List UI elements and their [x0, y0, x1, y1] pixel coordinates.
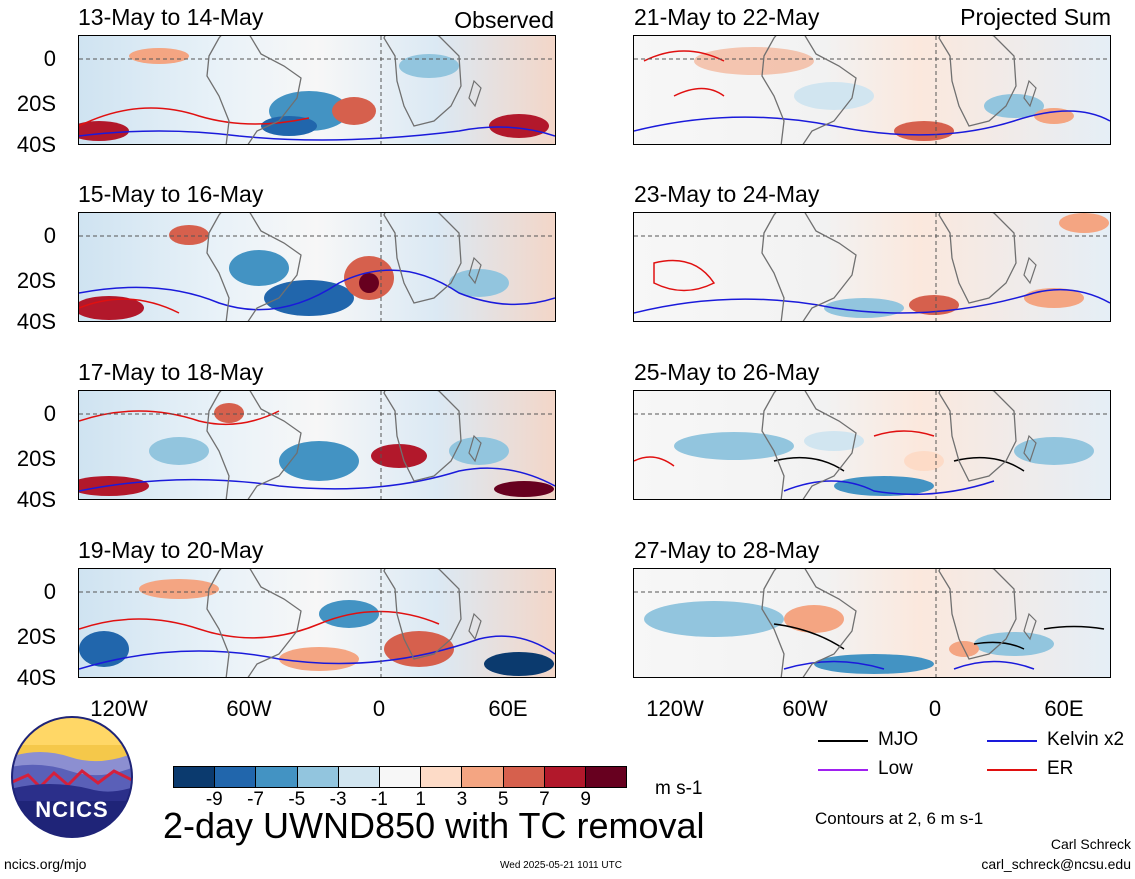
colorbar-swatch — [297, 767, 339, 787]
observed-map-4-field — [79, 569, 555, 677]
projected-map-2 — [633, 212, 1111, 322]
colorbar-swatch — [338, 767, 380, 787]
x-tick-120w: 120W — [90, 696, 148, 721]
footer-timestamp: Wed 2025-05-21 1011 UTC — [500, 860, 622, 871]
y-tick-0: 0 — [43, 223, 56, 248]
footer-author: Carl Schreck — [1050, 836, 1131, 852]
colorbar-label: 3 — [456, 789, 468, 810]
colorbar-swatch — [421, 767, 463, 787]
panel-title-3: 17-May to 18-May — [78, 359, 264, 385]
projected-map-4 — [633, 568, 1111, 678]
projected-map-1-field — [634, 36, 1110, 144]
y-tick-0: 0 — [43, 46, 56, 71]
y-tick-20s: 20S — [16, 268, 56, 293]
colorbar-label: -7 — [247, 789, 264, 810]
observed-map-3-field — [79, 391, 555, 499]
colorbar-swatch — [379, 767, 422, 787]
x-tick-60e: 60E — [488, 696, 528, 721]
observed-label: Observed — [454, 7, 554, 33]
colorbar-swatch — [544, 767, 586, 787]
projected-map-3-field — [634, 391, 1110, 499]
legend-kelvin-line — [987, 740, 1037, 742]
colorbar-label: -1 — [370, 789, 388, 810]
panel-title-1: 13-May to 14-May — [78, 4, 264, 30]
colorbar-label: 7 — [539, 789, 550, 810]
observed-map-2 — [78, 212, 556, 322]
projected-map-4-field — [634, 569, 1110, 677]
x-tick-120w: 120W — [646, 696, 704, 721]
colorbar-label: 5 — [497, 789, 509, 810]
y-tick-20s: 20S — [16, 446, 56, 471]
legend-er-line — [987, 769, 1037, 771]
y-tick-40s: 40S — [16, 487, 56, 512]
colorbar-label: 1 — [415, 789, 426, 810]
panel-title-4: 19-May to 20-May — [78, 537, 264, 563]
colorbar-label: -3 — [329, 789, 347, 810]
footer-url[interactable]: ncics.org/mjo — [4, 856, 87, 872]
panel-title-6: 23-May to 24-May — [634, 181, 820, 207]
observed-map-3 — [78, 390, 556, 500]
panel-title-5: 21-May to 22-May — [634, 4, 820, 30]
observed-map-2-field — [79, 213, 555, 321]
colorbar-swatch — [503, 767, 545, 787]
y-tick-20s: 20S — [16, 624, 56, 649]
y-tick-40s: 40S — [16, 309, 56, 334]
legend-kelvin-label: Kelvin x2 — [1047, 729, 1125, 750]
y-tick-20s: 20S — [16, 91, 56, 116]
colorbar-label: -9 — [205, 789, 223, 810]
y-tick-0: 0 — [43, 401, 56, 426]
legend-er-label: ER — [1047, 758, 1074, 779]
y-tick-40s: 40S — [16, 132, 56, 157]
panel-title-7: 25-May to 26-May — [634, 359, 820, 385]
colorbar-swatch — [256, 767, 298, 787]
ncics-logo: NCICS — [10, 715, 134, 839]
legend-mjo-line — [818, 740, 868, 742]
x-tick-0: 0 — [372, 696, 386, 721]
x-tick-60e: 60E — [1044, 696, 1084, 721]
y-tick-0: 0 — [43, 579, 56, 604]
main-title: 2-day UWND850 with TC removal — [163, 805, 705, 846]
projected-label: Projected Sum — [960, 4, 1111, 30]
colorbar-swatch — [585, 767, 627, 787]
legend-low-line — [818, 769, 868, 771]
colorbar-label: 9 — [580, 789, 591, 810]
panel-title-8: 27-May to 28-May — [634, 537, 820, 563]
legend-low-label: Low — [878, 758, 913, 779]
colorbar-swatch — [174, 767, 216, 787]
projected-map-1 — [633, 35, 1111, 145]
x-tick-60w: 60W — [782, 696, 828, 721]
colorbar-units: m s-1 — [655, 778, 703, 799]
x-tick-0: 0 — [928, 696, 942, 721]
logo-text: NCICS — [35, 797, 109, 822]
panel-title-2: 15-May to 16-May — [78, 181, 264, 207]
colorbar-swatch — [462, 767, 504, 787]
projected-map-3 — [633, 390, 1111, 500]
colorbar-swatch — [215, 767, 257, 787]
contours-note: Contours at 2, 6 m s-1 — [815, 809, 984, 828]
observed-map-1 — [78, 35, 556, 145]
projected-map-2-field — [634, 213, 1110, 321]
colorbar — [173, 766, 627, 788]
x-tick-60w: 60W — [226, 696, 272, 721]
footer-email[interactable]: carl_schreck@ncsu.edu — [981, 856, 1131, 872]
y-tick-40s: 40S — [16, 665, 56, 690]
colorbar-label: -5 — [288, 789, 306, 810]
observed-map-4 — [78, 568, 556, 678]
ncics-logo-graphic — [11, 716, 133, 838]
observed-map-1-field — [79, 36, 555, 144]
legend-mjo-label: MJO — [878, 729, 919, 750]
